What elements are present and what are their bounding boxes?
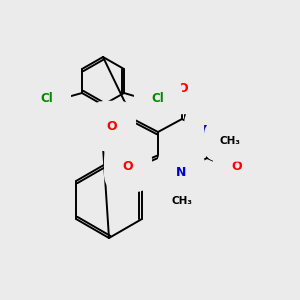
- Text: O: O: [178, 82, 188, 95]
- Text: Cl: Cl: [152, 92, 164, 104]
- Text: CH₃: CH₃: [172, 196, 193, 206]
- Text: O: O: [232, 160, 242, 173]
- Text: Cl: Cl: [40, 92, 53, 104]
- Text: N: N: [176, 166, 186, 178]
- Text: O: O: [123, 160, 133, 173]
- Text: N: N: [203, 124, 213, 137]
- Text: O: O: [107, 119, 117, 133]
- Text: CH₃: CH₃: [220, 136, 241, 146]
